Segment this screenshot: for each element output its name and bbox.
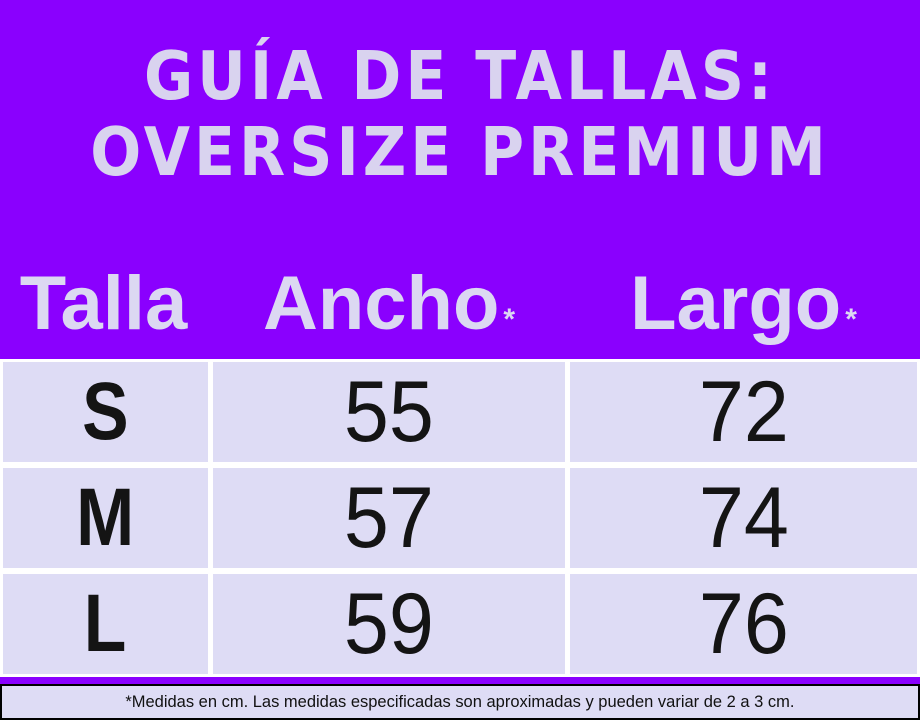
column-header-talla: Talla — [3, 266, 208, 342]
column-header-largo-label: Largo — [630, 261, 842, 346]
table-row-l-size-cell: L — [3, 574, 208, 674]
table-row-s-size-cell: S — [3, 362, 208, 462]
largo-value: 74 — [698, 470, 789, 566]
column-header-talla-label: Talla — [19, 261, 188, 346]
size-table: S 55 72 M 57 74 L 59 76 — [0, 359, 920, 677]
size-label: L — [84, 578, 127, 669]
size-label: S — [82, 366, 129, 457]
footnote-bar: *Medidas en cm. Las medidas especificada… — [0, 684, 920, 720]
table-row-m-size-cell: M — [3, 468, 208, 568]
column-header-ancho-label: Ancho — [262, 261, 500, 346]
size-label: M — [76, 472, 135, 563]
table-row-m-ancho-cell: 57 — [213, 468, 565, 568]
table-row-s-ancho-cell: 55 — [213, 362, 565, 462]
asterisk-marker: * — [503, 303, 516, 336]
largo-value: 72 — [698, 364, 789, 460]
page-title-line1: GUÍA DE TALLAS: — [143, 37, 777, 116]
asterisk-marker: * — [845, 303, 857, 336]
ancho-value: 57 — [344, 470, 434, 566]
page-title-line2: OVERSIZE PREMIUM — [90, 113, 830, 192]
table-row-s-largo-cell: 72 — [570, 362, 917, 462]
page-title: GUÍA DE TALLAS: OVERSIZE PREMIUM — [0, 34, 920, 191]
ancho-value: 59 — [344, 576, 434, 672]
table-header-row: Talla Ancho * Largo * — [0, 252, 920, 356]
largo-value: 76 — [698, 576, 789, 672]
footnote-text: *Medidas en cm. Las medidas especificada… — [125, 692, 795, 711]
table-row-m-largo-cell: 74 — [570, 468, 917, 568]
table-row-l-ancho-cell: 59 — [213, 574, 565, 674]
column-header-largo: Largo * — [570, 266, 917, 342]
ancho-value: 55 — [344, 364, 434, 460]
table-row-l-largo-cell: 76 — [570, 574, 917, 674]
column-header-ancho: Ancho * — [213, 266, 565, 342]
